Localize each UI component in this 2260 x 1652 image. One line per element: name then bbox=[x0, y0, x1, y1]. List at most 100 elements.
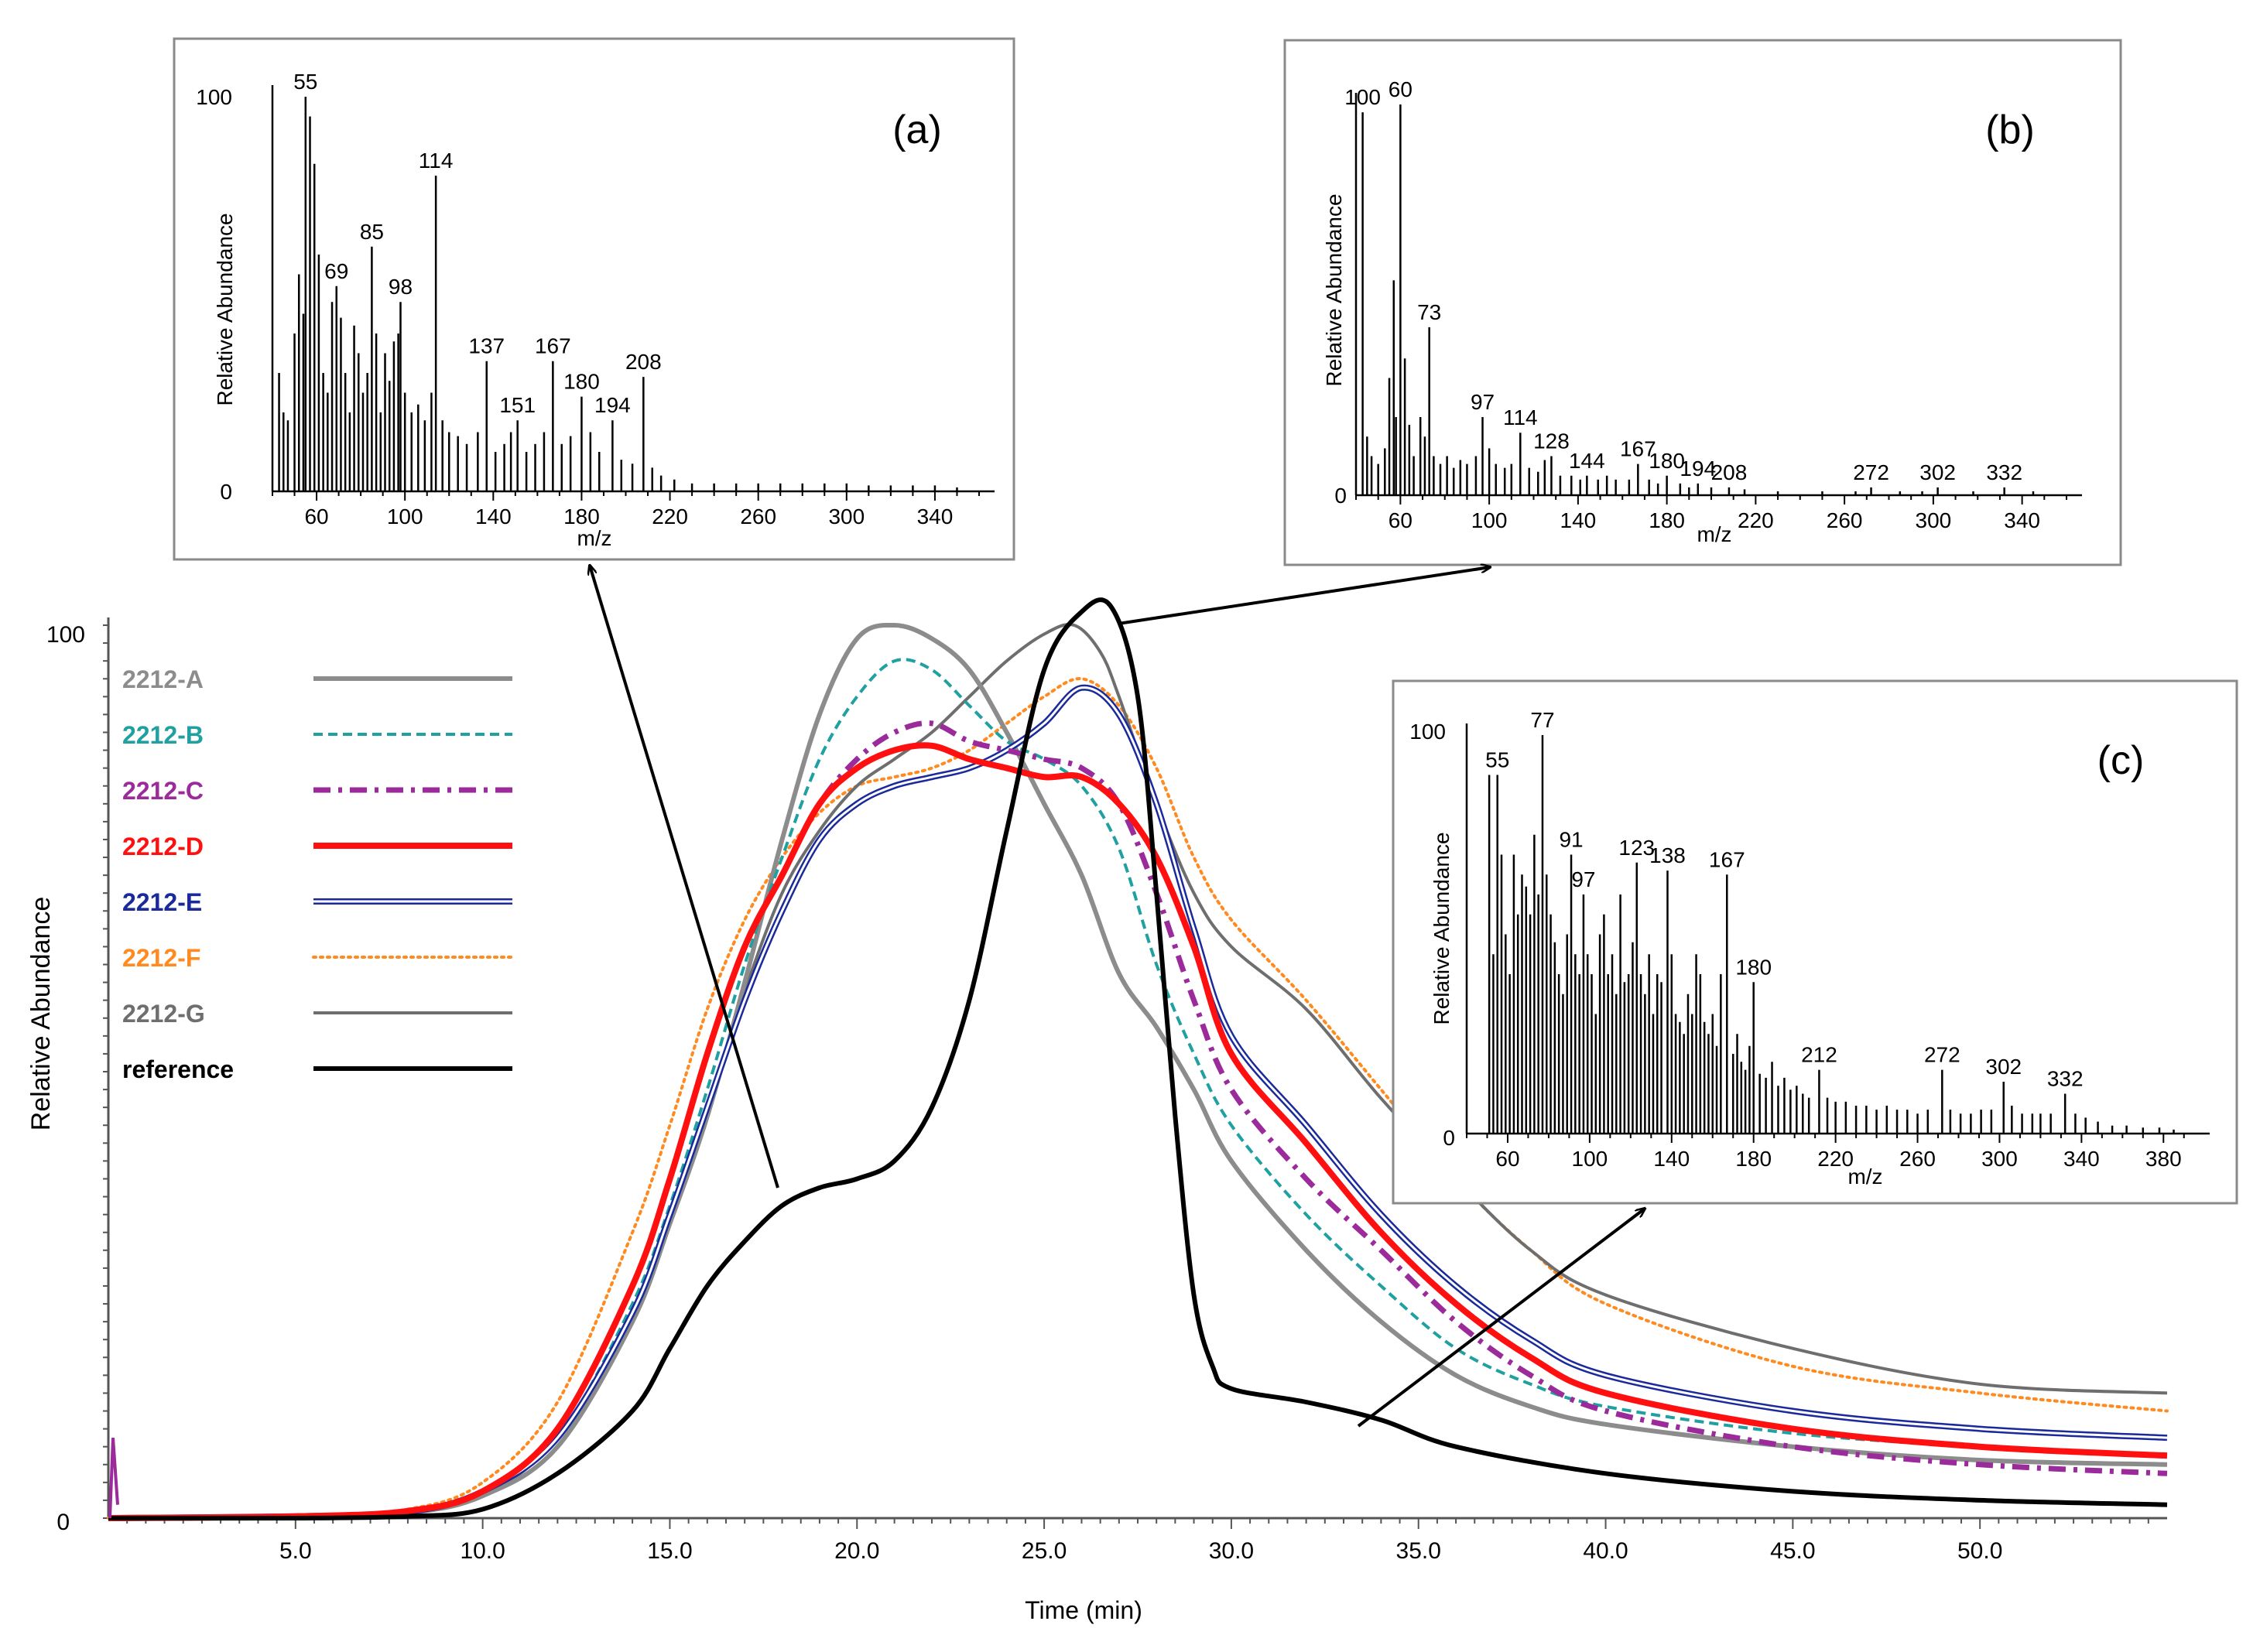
inset-a-peak-label: 55 bbox=[293, 70, 317, 94]
inset-b-x-tick-label: 300 bbox=[1916, 508, 1952, 532]
inset-a-x-tick-label: 220 bbox=[652, 504, 688, 528]
arrow-to-inset-c bbox=[1357, 1209, 1645, 1428]
inset-b-peak-label: 332 bbox=[1986, 460, 2022, 484]
inset-b-peak-label: 194 bbox=[1680, 457, 1716, 481]
inset-c-y-tick-100: 100 bbox=[1409, 720, 1446, 744]
inset-b-x-tick-label: 100 bbox=[1471, 508, 1508, 532]
inset-b-x-axis-title: m/z bbox=[1697, 522, 1731, 546]
inset-b-x-tick-label: 220 bbox=[1738, 508, 1774, 532]
series-line-2212-c-spike bbox=[108, 1438, 119, 1519]
inset-b-peak-label: 97 bbox=[1471, 390, 1495, 414]
inset-b-y-axis-title: Relative Abundance bbox=[1322, 193, 1346, 386]
inset-c-peak-label: 123 bbox=[1618, 836, 1655, 860]
inset-b-x-tick-label: 260 bbox=[1827, 508, 1863, 532]
main-x-tick-label: 35.0 bbox=[1396, 1538, 1441, 1564]
inset-b-peak-label: 180 bbox=[1649, 449, 1685, 473]
inset-a-peak-label: 151 bbox=[499, 393, 536, 417]
inset-a-x-tick-label: 300 bbox=[828, 504, 865, 528]
inset-c-mass-spectrum: (c) 60 100 140 180 220 260 300 340 380 55 77 91 97 12… bbox=[1392, 679, 2238, 1205]
inset-a-y-tick-0: 0 bbox=[220, 480, 232, 504]
inset-c-peak-label: 91 bbox=[1559, 828, 1583, 852]
legend-label-2212-e: 2212-E bbox=[122, 888, 202, 916]
series-line-2212-d bbox=[108, 742, 2168, 1521]
main-x-tick-label: 40.0 bbox=[1583, 1538, 1628, 1564]
main-x-axis-title: Time (min) bbox=[1025, 1596, 1142, 1624]
inset-a-x-tick-label: 180 bbox=[563, 504, 600, 528]
main-x-tick-label: 45.0 bbox=[1770, 1538, 1815, 1564]
inset-c-panel-label: (c) bbox=[2097, 738, 2145, 783]
inset-c-x-tick-label: 220 bbox=[1817, 1147, 1854, 1171]
inset-a-peak-label: 208 bbox=[625, 350, 662, 374]
inset-c-x-tick-label: 60 bbox=[1495, 1147, 1519, 1171]
main-series-lines bbox=[107, 597, 2169, 1521]
inset-b-x-tick-label: 340 bbox=[2004, 508, 2040, 532]
inset-c-y-tick-0: 0 bbox=[1443, 1126, 1455, 1150]
main-y-axis-title: Relative Abundance bbox=[26, 897, 56, 1130]
inset-a-x-tick-label: 340 bbox=[917, 504, 954, 528]
legend-label-2212-a: 2212-A bbox=[122, 665, 204, 693]
main-legend: 2212-A 2212-B 2212-C 2212-D 2212-E 2212-F 2212… bbox=[122, 665, 514, 1083]
arrow-to-inset-b bbox=[1118, 567, 1490, 625]
main-x-tick-label: 25.0 bbox=[1022, 1538, 1067, 1564]
legend-label-2212-f: 2212-F bbox=[122, 944, 200, 972]
inset-b-peak-label: 167 bbox=[1620, 437, 1656, 461]
inset-b-x-tick-label: 60 bbox=[1389, 508, 1412, 532]
main-x-ticks: 5.0 10.0 15.0 20.0 25.0 30.0 35.0 40.0 45.0 50.0 bbox=[279, 1538, 2002, 1564]
inset-a-peak-label: 137 bbox=[468, 334, 505, 358]
main-x-tick-label: 20.0 bbox=[834, 1538, 879, 1564]
inset-c-peak-label: 212 bbox=[1801, 1043, 1837, 1067]
inset-a-peak-label: 167 bbox=[535, 334, 571, 358]
inset-c-peak-label: 138 bbox=[1649, 843, 1686, 867]
inset-c-x-axis-title: m/z bbox=[1847, 1165, 1882, 1189]
inset-b-peak-label: 302 bbox=[1919, 460, 1956, 484]
inset-a-x-tick-label: 60 bbox=[304, 504, 328, 528]
inset-c-peak-label: 302 bbox=[1985, 1055, 2022, 1079]
inset-c-peak-label: 180 bbox=[1735, 955, 1772, 979]
inset-c-peak-label: 332 bbox=[2047, 1067, 2084, 1091]
main-chromatogram: 5.0 10.0 15.0 20.0 25.0 30.0 35.0 40.0 45.0 50.0 … bbox=[26, 597, 2169, 1624]
inset-a-mass-spectrum: (a) 60 100 140 180 220 260 300 340 55 69 85 98 114 13… bbox=[173, 37, 1015, 561]
inset-a-y-tick-100: 100 bbox=[196, 85, 232, 109]
inset-c-peak-label: 55 bbox=[1485, 748, 1509, 772]
main-y-tick-100: 100 bbox=[46, 622, 85, 648]
legend-label-2212-b: 2212-B bbox=[122, 721, 204, 749]
series-line-2212-e-inner bbox=[108, 686, 2168, 1520]
main-x-tick-label: 10.0 bbox=[460, 1538, 505, 1564]
inset-a-y-axis-title: Relative Abundance bbox=[213, 213, 237, 405]
legend-label-2212-d: 2212-D bbox=[122, 833, 204, 860]
arrow-to-inset-a bbox=[590, 566, 779, 1189]
inset-b-y-tick-0: 0 bbox=[1334, 484, 1347, 508]
inset-a-panel-label: (a) bbox=[892, 108, 942, 152]
inset-a-peak-label: 180 bbox=[563, 370, 600, 394]
inset-c-x-tick-label: 380 bbox=[2145, 1147, 2182, 1171]
main-axes bbox=[103, 617, 2167, 1529]
inset-c-peak-label: 167 bbox=[1709, 847, 1745, 871]
inset-b-peak-label: 144 bbox=[1569, 449, 1605, 473]
inset-b-peak-label: 100 bbox=[1344, 85, 1381, 109]
inset-a-x-tick-label: 140 bbox=[475, 504, 512, 528]
main-y-tick-0: 0 bbox=[56, 1510, 70, 1535]
inset-b-peak-label: 272 bbox=[1853, 460, 1889, 484]
main-x-tick-label: 50.0 bbox=[1957, 1538, 2002, 1564]
series-line-2212-c bbox=[108, 720, 2168, 1521]
inset-c-x-tick-label: 340 bbox=[2063, 1147, 2100, 1171]
inset-a-peak-label: 114 bbox=[419, 149, 454, 173]
inset-b-peak-label: 128 bbox=[1533, 429, 1570, 453]
inset-b-peak-label: 73 bbox=[1417, 300, 1441, 324]
inset-b-peak-label: 114 bbox=[1503, 405, 1538, 429]
main-x-tick-label: 15.0 bbox=[647, 1538, 692, 1564]
inset-c-x-tick-label: 140 bbox=[1653, 1147, 1690, 1171]
inset-a-x-tick-label: 100 bbox=[387, 504, 423, 528]
inset-a-peak-label: 194 bbox=[594, 393, 631, 417]
inset-b-peak-label: 60 bbox=[1389, 77, 1412, 101]
inset-b-x-tick-label: 180 bbox=[1649, 508, 1685, 532]
inset-c-peak-label: 97 bbox=[1571, 867, 1595, 891]
series-line-reference bbox=[108, 597, 2168, 1521]
legend-label-2212-c: 2212-C bbox=[122, 777, 204, 805]
inset-a-peak-label: 85 bbox=[360, 220, 384, 244]
inset-a-x-axis-title: m/z bbox=[577, 526, 611, 550]
inset-b-x-tick-label: 140 bbox=[1560, 508, 1597, 532]
inset-c-y-axis-title: Relative Abundance bbox=[1430, 832, 1454, 1024]
